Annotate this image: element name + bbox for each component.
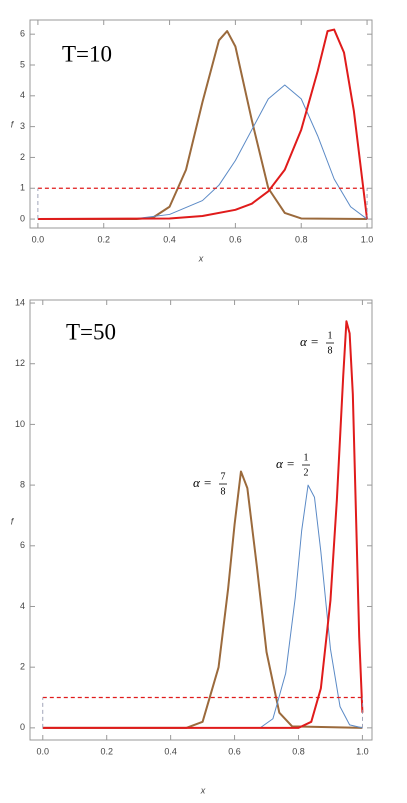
y-tick-label: 6 [20, 29, 25, 39]
y-tick-label: 2 [20, 152, 25, 162]
y-tick-label: 1 [20, 183, 25, 193]
series-line [42, 320, 364, 729]
y-axis-label: f [11, 119, 15, 129]
x-tick-label: 0.0 [37, 746, 50, 756]
x-tick-label: 0.4 [163, 234, 176, 244]
annotation: α = [276, 456, 295, 471]
x-tick-label: 1.0 [361, 234, 374, 244]
y-axis-label: f [11, 516, 15, 526]
chart-title: T=50 [66, 319, 116, 344]
x-axis-label: x [200, 785, 206, 795]
y-tick-label: 3 [20, 121, 25, 131]
series-line [37, 28, 369, 221]
annotation-numerator: 7 [221, 471, 226, 482]
annotation-numerator: 1 [328, 330, 333, 341]
x-axis-label: x [198, 253, 204, 263]
x-tick-label: 0.8 [292, 746, 305, 756]
y-tick-label: 4 [20, 90, 25, 100]
series-line [37, 84, 368, 220]
series-line [42, 484, 363, 729]
x-tick-label: 0.2 [97, 234, 110, 244]
plot-frame [29, 19, 373, 229]
y-tick-label: 12 [15, 358, 25, 368]
annotation-numerator: 1 [304, 452, 309, 463]
x-tick-label: 0.8 [295, 234, 308, 244]
annotation-denominator: 8 [221, 486, 226, 497]
y-tick-label: 2 [20, 662, 25, 672]
y-tick-label: 8 [20, 479, 25, 489]
annotation: α = [300, 334, 319, 349]
x-tick-label: 0.0 [32, 234, 45, 244]
x-tick-label: 1.0 [356, 746, 369, 756]
y-tick-label: 4 [20, 601, 25, 611]
y-tick-label: 0 [20, 213, 25, 223]
plot-frame [29, 299, 373, 741]
x-tick-label: 0.6 [228, 746, 241, 756]
y-tick-label: 14 [15, 297, 25, 307]
x-tick-label: 0.4 [164, 746, 177, 756]
x-tick-label: 0.6 [229, 234, 242, 244]
series-line [42, 470, 363, 729]
y-tick-label: 10 [15, 419, 25, 429]
annotation-denominator: 2 [304, 467, 309, 478]
annotation-denominator: 8 [328, 345, 333, 356]
y-tick-label: 6 [20, 540, 25, 550]
y-tick-label: 0 [20, 722, 25, 732]
chart-title: T=10 [62, 41, 112, 66]
x-tick-label: 0.2 [100, 746, 113, 756]
y-tick-label: 5 [20, 59, 25, 69]
annotation: α = [193, 475, 212, 490]
